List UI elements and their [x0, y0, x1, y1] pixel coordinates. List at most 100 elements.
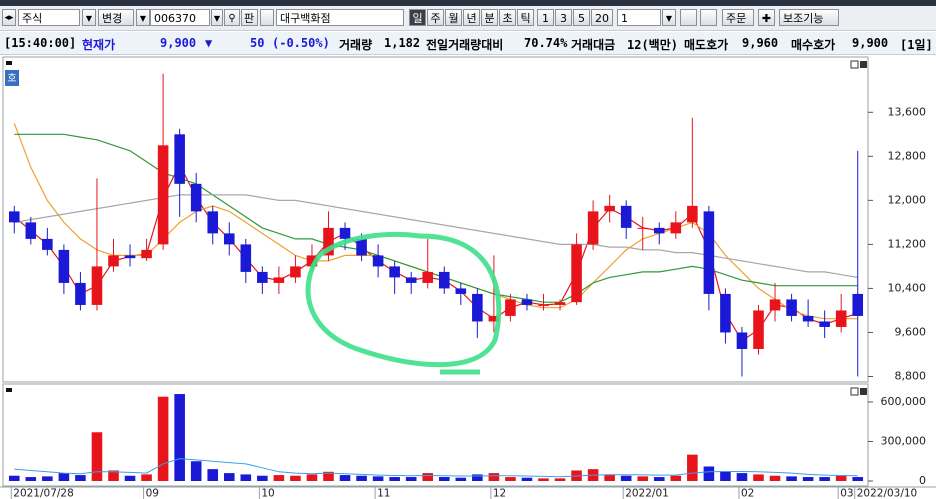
period-button[interactable]: 1: [537, 9, 554, 26]
volume-bar: [819, 477, 830, 481]
period-button[interactable]: 초: [499, 9, 516, 26]
candle-body: [819, 321, 830, 327]
candle-body: [653, 227, 665, 234]
candle-body: [587, 211, 599, 245]
x-tick-label: 2022/01: [625, 488, 669, 499]
x-tick-label: 10: [261, 488, 274, 499]
candle-body: [687, 205, 698, 223]
volume-bar: [604, 474, 615, 481]
settings-icon[interactable]: [700, 9, 717, 26]
order-button[interactable]: 주문: [722, 9, 754, 26]
panel-icon[interactable]: [860, 388, 867, 395]
volume-bar: [422, 473, 434, 481]
volume-bar: [802, 477, 814, 481]
candle-body: [769, 299, 781, 311]
market-select[interactable]: 주식: [18, 9, 80, 26]
volume-bar: [174, 394, 185, 481]
volume-bar: [273, 475, 285, 481]
label: 현재가: [82, 38, 116, 52]
volume-bar: [323, 471, 334, 481]
moving-average: [14, 133, 858, 303]
period-button[interactable]: 월: [445, 9, 462, 26]
volume-bar: [505, 477, 516, 481]
candle-body: [802, 315, 814, 322]
candle-body: [75, 282, 86, 305]
volume-bar: [786, 476, 797, 481]
period-button[interactable]: 주: [427, 9, 444, 26]
period-button[interactable]: 년: [463, 9, 480, 26]
pan-button[interactable]: 판: [241, 9, 258, 26]
volume-bar: [720, 471, 731, 481]
period-button[interactable]: 분: [481, 9, 498, 26]
save-icon[interactable]: [680, 9, 697, 26]
volume-bar: [488, 473, 500, 481]
y-tick-label: 600,000: [881, 395, 927, 408]
volume-bar: [620, 475, 632, 481]
volume-bar: [538, 478, 549, 481]
candle-body: [786, 299, 797, 316]
candle-body: [190, 183, 202, 212]
y-tick-label: 0: [919, 474, 926, 487]
candle-body: [257, 271, 268, 283]
volume-bar: [472, 474, 483, 481]
candle-body: [58, 249, 70, 283]
panel-icon[interactable]: [850, 387, 859, 396]
volume-bar: [141, 474, 152, 481]
panel-marker: [6, 61, 12, 65]
nav-icon[interactable]: ◂▸: [2, 9, 16, 26]
candle-body: [521, 299, 533, 305]
panel-icon[interactable]: [860, 61, 867, 68]
count-box[interactable]: 1: [617, 9, 661, 26]
volume-bar: [653, 477, 665, 481]
x-tick-label: 03: [840, 488, 853, 499]
side-button[interactable]: [5, 70, 19, 86]
period-button[interactable]: 5: [573, 9, 590, 26]
dropdown[interactable]: ▼: [82, 9, 96, 26]
y-tick-label: 13,600: [888, 105, 927, 118]
period-button[interactable]: 20: [591, 9, 613, 26]
period-button[interactable]: 일: [409, 9, 426, 26]
volume-bar: [157, 396, 169, 481]
candle-body: [720, 293, 731, 333]
candle-body: [472, 293, 483, 322]
candle-body: [538, 304, 549, 306]
y-tick-label: 12,000: [888, 193, 927, 206]
value: 9,960: [742, 36, 779, 50]
candle-body: [604, 205, 615, 212]
volume-bar: [91, 432, 103, 481]
panel-icon[interactable]: [850, 60, 859, 69]
volume-bar: [8, 475, 20, 481]
candle-body: [438, 271, 450, 289]
period-button[interactable]: 3: [555, 9, 572, 26]
code-input[interactable]: 006370: [150, 9, 210, 26]
dropdown[interactable]: ▼: [662, 9, 676, 26]
volume-bar: [124, 475, 136, 481]
candle-body: [405, 277, 417, 283]
candle-body: [571, 244, 582, 303]
change-button[interactable]: 변경: [98, 9, 134, 26]
dropdown[interactable]: ▼: [136, 9, 150, 26]
add-icon[interactable]: ✚: [758, 9, 775, 26]
volume-bar: [670, 475, 682, 481]
candle-body: [108, 255, 119, 267]
search-button[interactable]: ⚲: [224, 9, 240, 26]
volume-bar: [769, 475, 781, 481]
volume-bar: [290, 475, 301, 481]
name-field: 대구백화점: [276, 9, 404, 26]
volume-bar: [703, 466, 715, 481]
dropdown[interactable]: ▼: [211, 9, 223, 26]
icon[interactable]: [260, 9, 274, 26]
x-tick-label: 12: [493, 488, 506, 499]
period-button[interactable]: 틱: [517, 9, 534, 26]
change-pct: (-0.50%): [272, 36, 330, 50]
candle-body: [554, 302, 566, 305]
volume-bar: [372, 476, 384, 481]
y-tick-label: 12,800: [888, 149, 927, 162]
aux-button[interactable]: 보조기능: [779, 9, 839, 26]
label: 거래량: [339, 38, 373, 52]
title-bar: [0, 0, 936, 6]
label: 전일거래량대비: [426, 38, 504, 52]
candle-body: [290, 266, 301, 278]
moving-average: [13, 163, 858, 342]
